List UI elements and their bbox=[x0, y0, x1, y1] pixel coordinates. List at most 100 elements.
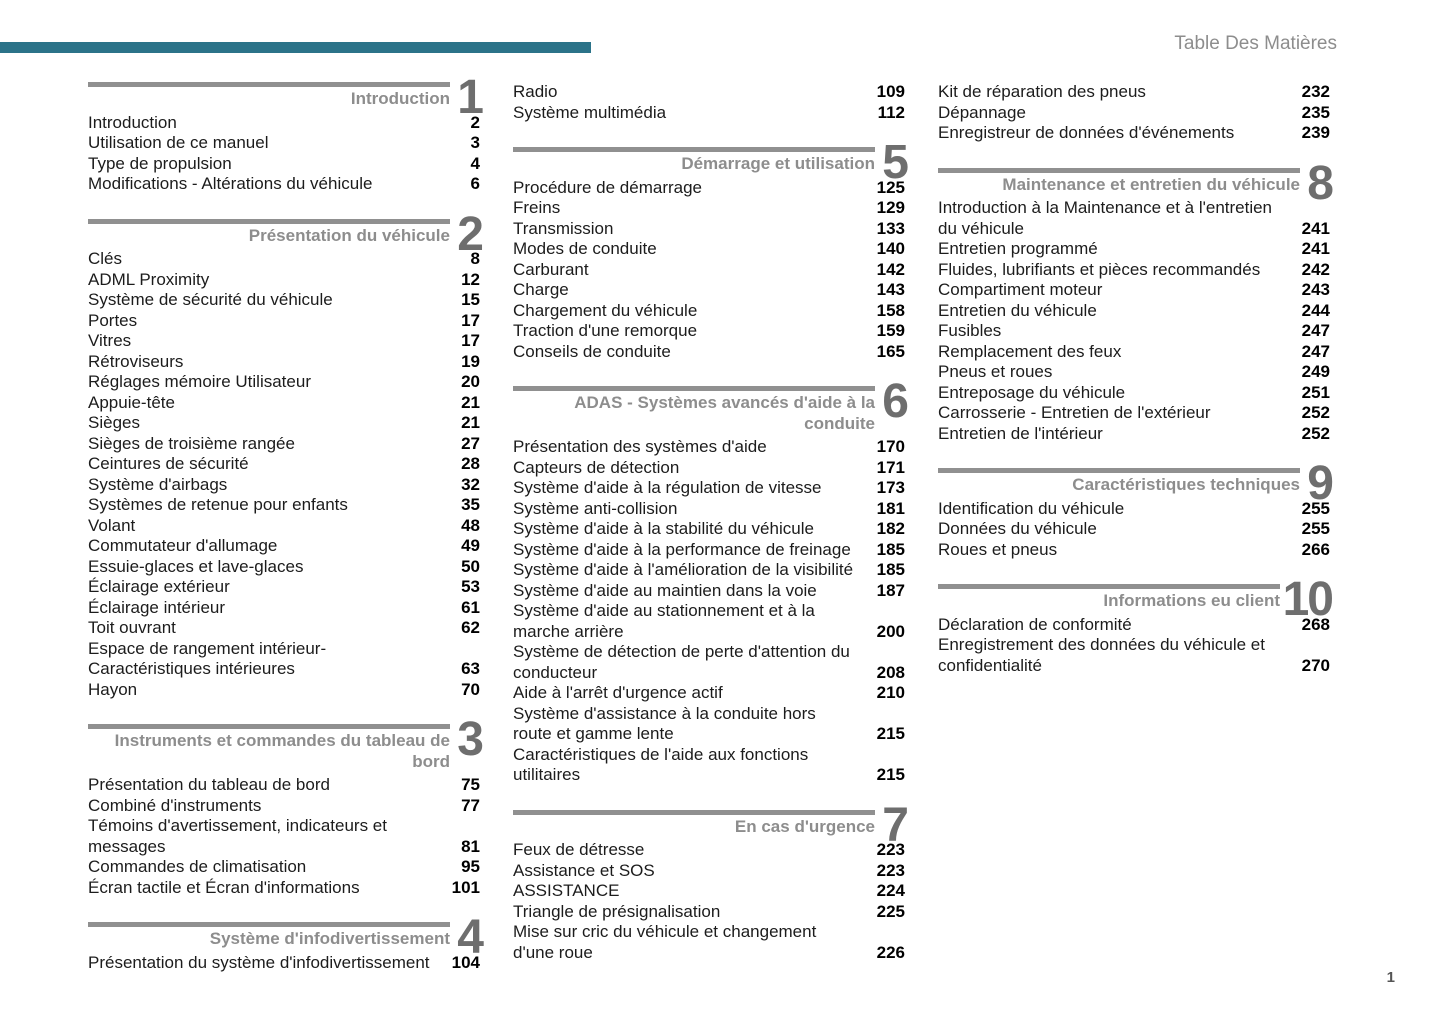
toc-entry: Système de sécurité du véhicule 15 bbox=[88, 290, 480, 311]
section-header: Démarrage et utilisation 5 bbox=[513, 139, 909, 187]
section-title: ADAS - Systèmes avancés d'aide à la cond… bbox=[574, 393, 875, 433]
toc-entry-page: 140 bbox=[876, 239, 905, 258]
toc-entry: Éclairage extérieur 53 bbox=[88, 577, 480, 598]
toc-entry-page: 70 bbox=[461, 679, 480, 699]
toc-entry-page: 185 bbox=[876, 539, 905, 559]
toc-entry-label: Système d'aide à la régulation de vitess… bbox=[513, 478, 822, 497]
section-title: Présentation du véhicule bbox=[248, 225, 450, 245]
toc-entry-page: 224 bbox=[876, 881, 905, 900]
toc-entry-page: 241 bbox=[1301, 218, 1330, 238]
toc-entry: Système d'aide au stationnement et à la … bbox=[513, 601, 905, 642]
toc-section-continued: Radio 109 Système multimédia 112 bbox=[513, 82, 905, 123]
toc-entry-page: 50 bbox=[461, 556, 480, 576]
toc-entry-page: 61 bbox=[461, 597, 480, 617]
toc-entry-label: Éclairage extérieur bbox=[88, 577, 230, 596]
toc-entry-label: Mise sur cric du véhicule et changement … bbox=[513, 922, 817, 962]
section-number: 3 bbox=[457, 713, 484, 766]
toc-entry-page: 244 bbox=[1301, 300, 1330, 320]
toc-entry-page: 225 bbox=[876, 901, 905, 921]
toc-entry-page: 185 bbox=[876, 560, 905, 579]
toc-entry-label: Introduction bbox=[88, 112, 177, 132]
toc-entry-page: 181 bbox=[876, 498, 905, 518]
toc-entry: Système d'aide à la performance de frein… bbox=[513, 540, 905, 561]
toc-entry-page: 215 bbox=[876, 724, 905, 743]
toc-entry: Entreposage du véhicule 251 bbox=[938, 383, 1330, 404]
toc-entry-label: ADML Proximity bbox=[88, 269, 210, 289]
toc-entry-label: Réglages mémoire Utilisateur bbox=[88, 372, 311, 391]
toc-entry-page: 266 bbox=[1301, 539, 1330, 559]
toc-entry-label: Données du véhicule bbox=[938, 519, 1097, 538]
toc-entry-label: Système d'aide à l'amélioration de la vi… bbox=[513, 560, 854, 579]
toc-entry-page: 142 bbox=[876, 259, 905, 279]
toc-entry: Portes 17 bbox=[88, 311, 480, 332]
toc-entry: Procédure de démarrage 125 bbox=[513, 178, 905, 199]
toc-entry-label: Écran tactile et Écran d'informations bbox=[88, 877, 360, 897]
toc-entry-label: Système d'aide à la performance de frein… bbox=[513, 539, 851, 559]
toc-entry-page: 173 bbox=[876, 478, 905, 497]
toc-entry-label: Carrosserie - Entretien de l'extérieur bbox=[938, 403, 1211, 422]
toc-entry-label: Traction d'une remorque bbox=[513, 321, 698, 340]
toc-entry: Système d'aide au maintien dans la voie 1… bbox=[513, 581, 905, 602]
toc-entry: Modifications - Altérations du véhicule 6 bbox=[88, 174, 480, 195]
page-title: Table Des Matières bbox=[1174, 33, 1337, 54]
toc-entry-label: Fluides, lubrifiants et pièces recommand… bbox=[938, 259, 1261, 279]
toc-entry: Présentation des systèmes d'aide 170 bbox=[513, 437, 905, 458]
toc-entry: Système d'airbags 32 bbox=[88, 475, 480, 496]
toc-entry-label: Vitres bbox=[88, 331, 132, 350]
toc-entry-label: Feux de détresse bbox=[513, 840, 645, 859]
toc-entry-label: Témoins d'avertissement, indicateurs et … bbox=[88, 816, 387, 856]
toc-entry-label: Triangle de présignalisation bbox=[513, 901, 721, 921]
toc-section: En cas d'urgence 7 Feux de détresse 223 Assi… bbox=[513, 801, 909, 964]
section-rule bbox=[88, 922, 450, 927]
toc-entry-label: Hayon bbox=[88, 679, 138, 699]
toc-entry: Sièges de troisième rangée 27 bbox=[88, 434, 480, 455]
toc-entry-label: Système de détection de perte d'attentio… bbox=[513, 642, 850, 682]
toc-section: ADAS - Systèmes avancés d'aide à la cond… bbox=[513, 378, 909, 786]
toc-entry-page: 49 bbox=[461, 536, 480, 555]
toc-entry-page: 182 bbox=[876, 519, 905, 538]
toc-entry: Type de propulsion 4 bbox=[88, 154, 480, 175]
section-rule bbox=[513, 386, 875, 391]
toc-entry-label: Introduction à la Maintenance et à l'ent… bbox=[938, 198, 1273, 238]
toc-entry-label: Utilisation de ce manuel bbox=[88, 133, 269, 152]
toc-entry-label: Enregistreur de données d'événements bbox=[938, 123, 1235, 142]
toc-entry: Présentation du système d'infodivertisse… bbox=[88, 953, 480, 974]
toc-entry: Rétroviseurs 19 bbox=[88, 352, 480, 373]
toc-entry-page: 215 bbox=[876, 765, 905, 784]
toc-entry: Identification du véhicule 255 bbox=[938, 499, 1330, 520]
toc-entry-page: 247 bbox=[1301, 341, 1330, 361]
toc-entry-page: 32 bbox=[461, 474, 480, 494]
toc-entry-label: Remplacement des feux bbox=[938, 341, 1122, 361]
toc-entry-label: Système multimédia bbox=[513, 102, 667, 122]
toc-entry-label: Sièges bbox=[88, 413, 140, 432]
toc-entry-page: 21 bbox=[461, 392, 480, 412]
toc-entry-label: Système d'airbags bbox=[88, 474, 228, 494]
toc-entry: Pneus et roues 249 bbox=[938, 362, 1330, 383]
toc-entry: Conseils de conduite 165 bbox=[513, 342, 905, 363]
toc-entry-page: 125 bbox=[876, 177, 905, 197]
toc-entry: Entretien de l'intérieur 252 bbox=[938, 424, 1330, 445]
toc-entry-label: Type de propulsion bbox=[88, 153, 232, 173]
toc-entry-label: Combiné d'instruments bbox=[88, 795, 262, 815]
section-title: Démarrage et utilisation bbox=[681, 154, 875, 173]
toc-entry: Capteurs de détection 171 bbox=[513, 458, 905, 479]
header-accent-bar bbox=[0, 42, 591, 53]
toc-entry: Déclaration de conformité 268 bbox=[938, 615, 1330, 636]
toc-entry-page: 6 bbox=[470, 174, 480, 193]
section-header: En cas d'urgence 7 bbox=[513, 801, 909, 849]
toc-entry-page: 20 bbox=[461, 372, 480, 391]
section-number: 1 bbox=[457, 71, 484, 124]
section-title: Caractéristiques techniques bbox=[1072, 475, 1300, 494]
section-number: 2 bbox=[457, 207, 484, 261]
section-header: ADAS - Systèmes avancés d'aide à la cond… bbox=[513, 378, 909, 434]
toc-entry-page: 75 bbox=[461, 775, 480, 794]
toc-entry: Assistance et SOS 223 bbox=[513, 861, 905, 882]
toc-entry-label: Système de sécurité du véhicule bbox=[88, 290, 333, 309]
toc-entry: Écran tactile et Écran d'informations 101 bbox=[88, 878, 480, 899]
section-header: Système d'infodivertissement 4 bbox=[88, 914, 484, 962]
toc-entry-label: Déclaration de conformité bbox=[938, 614, 1132, 634]
toc-entry-page: 170 bbox=[876, 437, 905, 456]
toc-entry-page: 243 bbox=[1301, 280, 1330, 299]
toc-entry-label: Caractéristiques de l'aide aux fonctions… bbox=[513, 744, 809, 785]
section-rule bbox=[88, 724, 450, 729]
